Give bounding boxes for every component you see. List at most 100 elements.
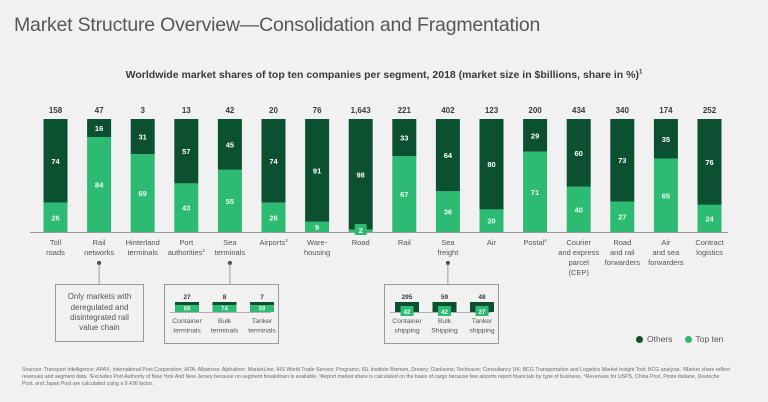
bar-others-contract-logistics xyxy=(697,119,722,205)
chart-subtitle: Worldwide market shares of top ten compa… xyxy=(0,69,768,81)
category-label-hinterland-terminals: Hinterland xyxy=(126,238,160,247)
value-label-others-airports: 74 xyxy=(269,157,278,166)
bar-top-ten-contract-logistics xyxy=(697,204,722,232)
value-label-top-ten-air: 20 xyxy=(487,217,495,226)
value-label-others-contract-logistics: 76 xyxy=(705,158,713,167)
category-label-sea-terminals-line2: terminals xyxy=(215,248,246,257)
sub-bar-top-ten-sea-freight-tanker-shipping xyxy=(475,306,489,316)
sub-category-label-sea-freight-container-shipping: Container xyxy=(392,318,422,325)
category-label-sea-terminals: Sea xyxy=(223,238,237,247)
legend-item-others: Others xyxy=(636,334,673,344)
category-label-road-and-rail-forwarders-line3: forwarders xyxy=(605,258,641,267)
bar-others-toll-roads xyxy=(43,119,68,203)
total-label-port-authorities: 13 xyxy=(182,106,191,115)
total-label-courier-and-express-parcel-cep: 434 xyxy=(572,106,586,115)
value-label-others-postal: 29 xyxy=(531,131,539,140)
bar-others-sea-freight xyxy=(435,119,460,192)
value-label-others-air: 80 xyxy=(487,160,495,169)
category-label-postal: Postal4 xyxy=(523,238,547,247)
bar-top-ten-rail-networks xyxy=(87,137,112,232)
sub-total-label-sea-freight-bulk-shipping: 59 xyxy=(441,294,449,301)
value-label-others-air-and-sea-forwarders: 35 xyxy=(662,135,670,144)
bar-top-ten-courier-and-express-parcel-cep xyxy=(566,186,591,232)
bar-others-rail-networks xyxy=(87,119,112,138)
value-label-top-ten-ware-housing: 9 xyxy=(315,223,319,232)
bar-others-air xyxy=(479,119,504,210)
chart-legend: Others Top ten xyxy=(636,334,723,344)
page-title: Market Structure Overview—Consolidation … xyxy=(14,14,541,36)
sub-bar-top-ten-sea-freight-bulk-shipping xyxy=(438,306,451,316)
value-label-top-ten-toll-roads: 26 xyxy=(51,213,59,222)
total-label-hinterland-terminals: 3 xyxy=(140,106,145,115)
sub-bar-others-sea-terminals-container-terminals xyxy=(175,302,199,306)
bar-top-ten-hinterland-terminals xyxy=(130,154,155,232)
legend-swatch-others xyxy=(636,335,643,343)
category-label-courier-and-express-parcel-cep-line2: and express xyxy=(558,248,599,257)
category-label-air: Air xyxy=(487,238,497,247)
bar-top-ten-sea-freight xyxy=(435,191,460,232)
total-label-ware-housing: 76 xyxy=(313,106,322,115)
category-label-sea-freight: Sea xyxy=(441,238,455,247)
category-label-toll-roads-line2: roads xyxy=(46,248,65,257)
bar-others-road xyxy=(348,119,373,230)
category-label-rail: Rail xyxy=(398,238,411,247)
sub-bar-top-ten-sea-freight-container-shipping xyxy=(400,306,414,316)
small-value-badge-road xyxy=(354,224,367,235)
value-label-top-ten-rail: 67 xyxy=(400,190,408,199)
sub-category-label-sea-terminals-bulk-terminals-line2: terminals xyxy=(211,328,239,335)
sub-category-label-sea-terminals-tanker-terminals-line2: terminals xyxy=(248,328,276,335)
bar-others-ware-housing xyxy=(305,119,330,222)
value-label-top-ten-rail-networks: 84 xyxy=(95,181,104,190)
value-label-others-ware-housing: 91 xyxy=(313,166,321,175)
category-label-ware-housing-line2: housing xyxy=(304,248,330,257)
value-label-others-toll-roads: 74 xyxy=(51,157,60,166)
legend-swatch-top-ten xyxy=(684,335,692,343)
value-label-others-port-authorities: 57 xyxy=(182,147,190,156)
legend-item-top-ten: Top ten xyxy=(684,334,723,344)
total-label-rail: 221 xyxy=(398,106,412,115)
sub-value-label-sea-terminals-bulk-terminals: 74 xyxy=(221,307,228,313)
sea-terminals-breakdown-box xyxy=(164,284,279,344)
value-label-top-ten-road-and-rail-forwarders: 27 xyxy=(618,213,626,222)
category-label-contract-logistics-line2: logistics xyxy=(696,248,723,257)
value-label-others-rail: 33 xyxy=(400,134,408,143)
category-label-rail-networks: Rail xyxy=(93,238,106,247)
sub-category-label-sea-terminals-container-terminals: Container xyxy=(172,318,202,325)
value-label-others-sea-terminals: 45 xyxy=(226,140,234,149)
total-label-road-and-rail-forwarders: 340 xyxy=(616,106,630,115)
total-label-sea-freight: 402 xyxy=(441,106,455,115)
category-footnote-marker: 4 xyxy=(544,238,547,243)
bar-others-hinterland-terminals xyxy=(130,119,155,155)
sub-total-label-sea-freight-tanker-shipping: 48 xyxy=(478,294,486,301)
value-label-top-ten-port-authorities: 43 xyxy=(182,204,190,213)
value-label-others-courier-and-express-parcel-cep: 60 xyxy=(575,149,583,158)
rail-networks-annotation-box: Only markets with deregulated and disint… xyxy=(55,284,144,342)
total-label-air: 123 xyxy=(485,106,499,115)
sub-category-label-sea-terminals-bulk-terminals: Bulk xyxy=(218,318,232,325)
total-label-rail-networks: 47 xyxy=(95,106,104,115)
category-label-courier-and-express-parcel-cep: Courier xyxy=(566,238,591,247)
sub-category-label-sea-freight-container-shipping-line2: shipping xyxy=(394,328,420,335)
bar-others-rail xyxy=(392,119,417,157)
value-label-top-ten-air-and-sea-forwarders: 65 xyxy=(662,191,670,200)
sub-bar-others-sea-terminals-tanker-terminals xyxy=(250,302,274,306)
sub-value-label-sea-terminals-container-terminals: 69 xyxy=(184,307,191,313)
sub-value-label-sea-freight-container-shipping: 42 xyxy=(404,310,411,316)
sub-category-label-sea-terminals-container-terminals-line2: terminals xyxy=(173,328,201,335)
bar-others-courier-and-express-parcel-cep xyxy=(566,119,591,187)
bar-top-ten-toll-roads xyxy=(43,202,68,232)
category-label-air-and-sea-forwarders-line3: forwarders xyxy=(648,258,684,267)
sea-freight-breakdown-box xyxy=(384,284,499,344)
category-label-rail-networks-line2: networks xyxy=(84,248,114,257)
category-label-contract-logistics: Contract xyxy=(695,238,724,247)
bar-top-ten-ware-housing xyxy=(305,221,330,232)
total-label-toll-roads: 158 xyxy=(49,106,63,115)
category-footnote-marker: 2 xyxy=(202,248,205,253)
category-label-courier-and-express-parcel-cep-line4: (CEP) xyxy=(568,268,589,277)
sub-category-label-sea-freight-tanker-shipping-line2: shipping xyxy=(469,328,495,335)
sub-value-label-sea-terminals-tanker-terminals: 59 xyxy=(259,307,266,313)
value-label-top-ten-sea-freight: 36 xyxy=(444,208,452,217)
bar-others-air-and-sea-forwarders xyxy=(653,119,678,159)
value-label-others-road: 98 xyxy=(357,170,365,179)
